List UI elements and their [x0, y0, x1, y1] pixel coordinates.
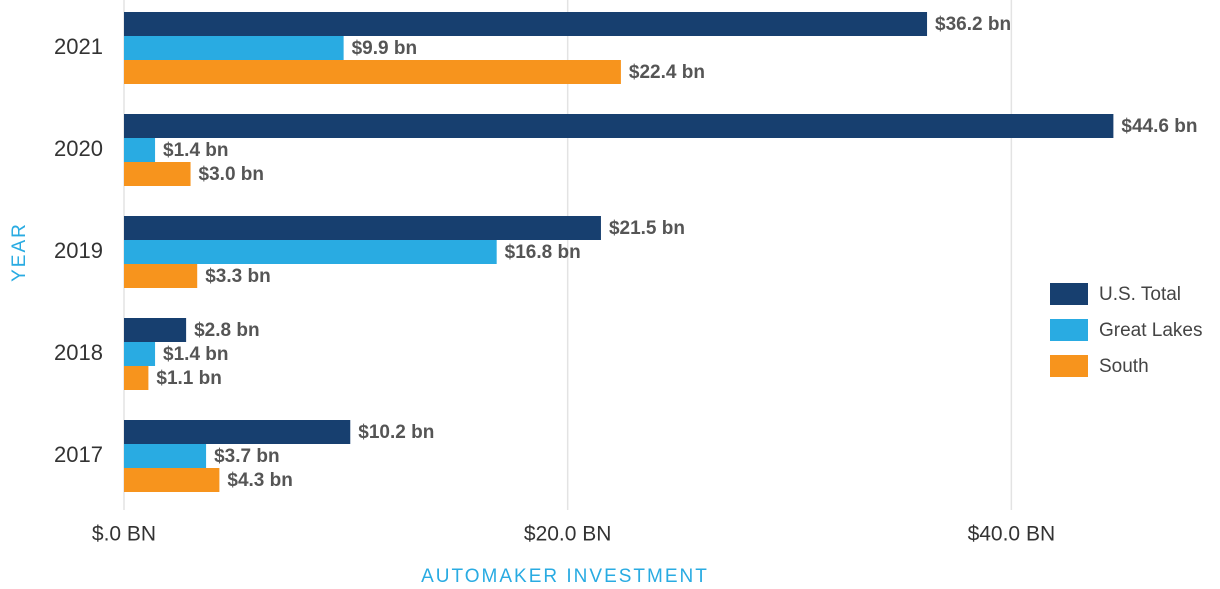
- value-label: $3.0 bn: [199, 164, 264, 185]
- bar: [124, 366, 149, 390]
- legend-swatch: [1050, 355, 1088, 377]
- y-tick-label: 2021: [54, 34, 103, 59]
- x-tick-label: $.0 BN: [92, 523, 156, 546]
- bar: [124, 240, 497, 264]
- value-label: $3.7 bn: [214, 446, 279, 467]
- y-tick-label: 2019: [54, 238, 103, 263]
- y-tick-label: 2020: [54, 136, 103, 161]
- x-axis-label: AUTOMAKER INVESTMENT: [421, 566, 709, 587]
- value-label: $1.1 bn: [156, 368, 221, 389]
- bar: [124, 114, 1114, 138]
- bar: [124, 216, 601, 240]
- legend-label: Great Lakes: [1099, 320, 1203, 341]
- legend-swatch: [1050, 319, 1088, 341]
- value-label: $1.4 bn: [163, 344, 228, 365]
- legend-swatch: [1050, 283, 1088, 305]
- bar: [124, 264, 198, 288]
- bar: [124, 444, 207, 468]
- bar: [124, 468, 220, 492]
- value-label: $4.3 bn: [227, 470, 292, 491]
- value-label: $44.6 bn: [1121, 116, 1197, 137]
- bar: [124, 12, 928, 36]
- x-tick-label: $20.0 BN: [524, 523, 612, 546]
- value-label: $3.3 bn: [205, 266, 270, 287]
- value-label: $21.5 bn: [609, 218, 685, 239]
- x-tick-label: $40.0 BN: [968, 523, 1056, 546]
- value-label: $10.2 bn: [358, 422, 434, 443]
- value-label: $16.8 bn: [505, 242, 581, 263]
- y-tick-label: 2017: [54, 442, 103, 467]
- bar: [124, 420, 351, 444]
- value-label: $1.4 bn: [163, 140, 228, 161]
- value-label: $36.2 bn: [935, 14, 1011, 35]
- y-tick-label: 2018: [54, 340, 103, 365]
- value-label: $22.4 bn: [629, 62, 705, 83]
- bar: [124, 60, 621, 84]
- value-label: $9.9 bn: [352, 38, 417, 59]
- legend-label: South: [1099, 356, 1149, 377]
- bar: [124, 342, 156, 366]
- y-axis-label: YEAR: [9, 222, 30, 282]
- bar: [124, 162, 191, 186]
- bar: [124, 36, 344, 60]
- legend-label: U.S. Total: [1099, 284, 1181, 305]
- value-label: $2.8 bn: [194, 320, 259, 341]
- bar: [124, 138, 156, 162]
- bar: [124, 318, 187, 342]
